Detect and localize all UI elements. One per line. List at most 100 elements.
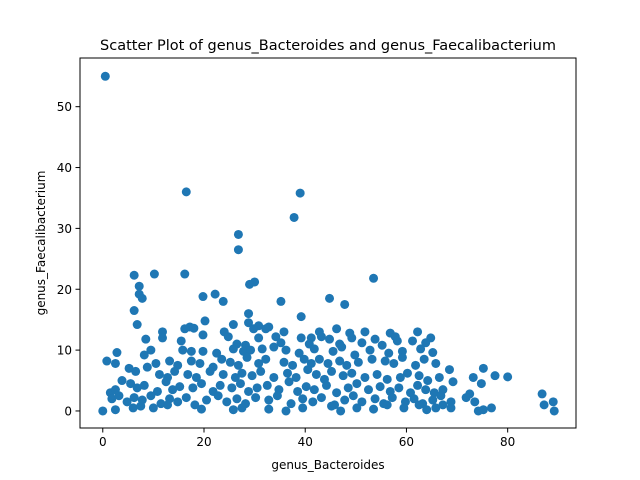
data-point [132,320,142,330]
data-point [434,372,444,382]
data-point [537,389,547,399]
data-point [249,324,259,334]
data-point [343,383,353,393]
data-point [384,348,394,358]
y-tick-label: 20 [57,283,72,297]
data-point [107,394,117,404]
data-point [100,71,110,81]
data-point [394,383,404,393]
data-point [114,391,124,401]
data-point [311,369,321,379]
data-point [235,379,245,389]
data-point [350,350,360,360]
data-point [210,289,220,299]
data-point [397,352,407,362]
data-point [136,401,146,411]
data-point [198,292,208,302]
data-point [478,363,488,373]
data-point [360,327,370,337]
x-axis-label: genus_Bacteroides [271,458,384,472]
data-point [247,371,257,381]
data-point [251,393,261,403]
data-point [428,395,438,405]
data-point [431,403,441,413]
data-point [281,345,291,355]
data-point [244,318,254,328]
data-point [325,334,335,344]
data-point [141,334,151,344]
data-point [289,212,299,222]
data-point [314,354,324,364]
data-point [264,404,274,414]
y-tick-label: 10 [57,344,72,358]
data-point [163,400,173,410]
data-point [117,376,127,386]
data-point [308,397,318,407]
data-point [408,336,418,346]
data-point [375,382,385,392]
data-point [321,380,331,390]
data-point [357,338,367,348]
data-point [363,385,373,395]
x-tick-label: 0 [99,435,107,449]
data-point [411,360,421,370]
data-point [286,399,296,409]
data-point [387,393,397,403]
data-point [444,365,454,375]
data-point [98,406,108,416]
data-point [399,403,409,413]
data-point [323,358,333,368]
data-point [281,406,291,416]
data-point [461,393,471,403]
data-point [254,333,264,343]
data-point [218,369,228,379]
data-point [352,379,362,389]
data-point [218,296,228,306]
data-point [154,369,164,379]
data-point [254,358,264,368]
data-point [112,348,122,358]
data-point [176,336,186,346]
data-point [377,340,387,350]
data-point [279,327,289,337]
data-point [342,360,352,370]
data-point [347,333,357,343]
data-point [272,391,282,401]
data-point [335,356,345,366]
data-point [338,371,348,381]
data-point [151,358,161,368]
data-point [205,366,215,376]
data-point [486,403,496,413]
data-point [186,356,196,366]
data-point [245,279,255,289]
data-point [110,405,120,415]
data-point [421,385,431,395]
chart-title: Scatter Plot of genus_Bacteroides and ge… [100,38,556,54]
data-point [436,391,446,401]
data-point [244,386,254,396]
data-point [165,356,175,366]
data-point [369,273,379,283]
data-point [227,383,237,393]
data-point [291,372,301,382]
data-point [198,330,208,340]
data-point [196,404,206,414]
data-point [279,357,289,367]
data-point [228,344,238,354]
data-point [132,383,142,393]
data-point [309,344,319,354]
data-point [539,400,549,410]
data-point [217,354,227,364]
data-point [233,245,243,255]
y-tick-label: 50 [57,100,72,114]
data-point [423,376,433,386]
data-point [222,397,232,407]
data-point [295,188,305,198]
data-point [149,269,159,279]
data-point [195,358,205,368]
data-point [337,342,347,352]
data-point [395,372,405,382]
data-point [269,342,279,352]
data-point [419,354,429,364]
